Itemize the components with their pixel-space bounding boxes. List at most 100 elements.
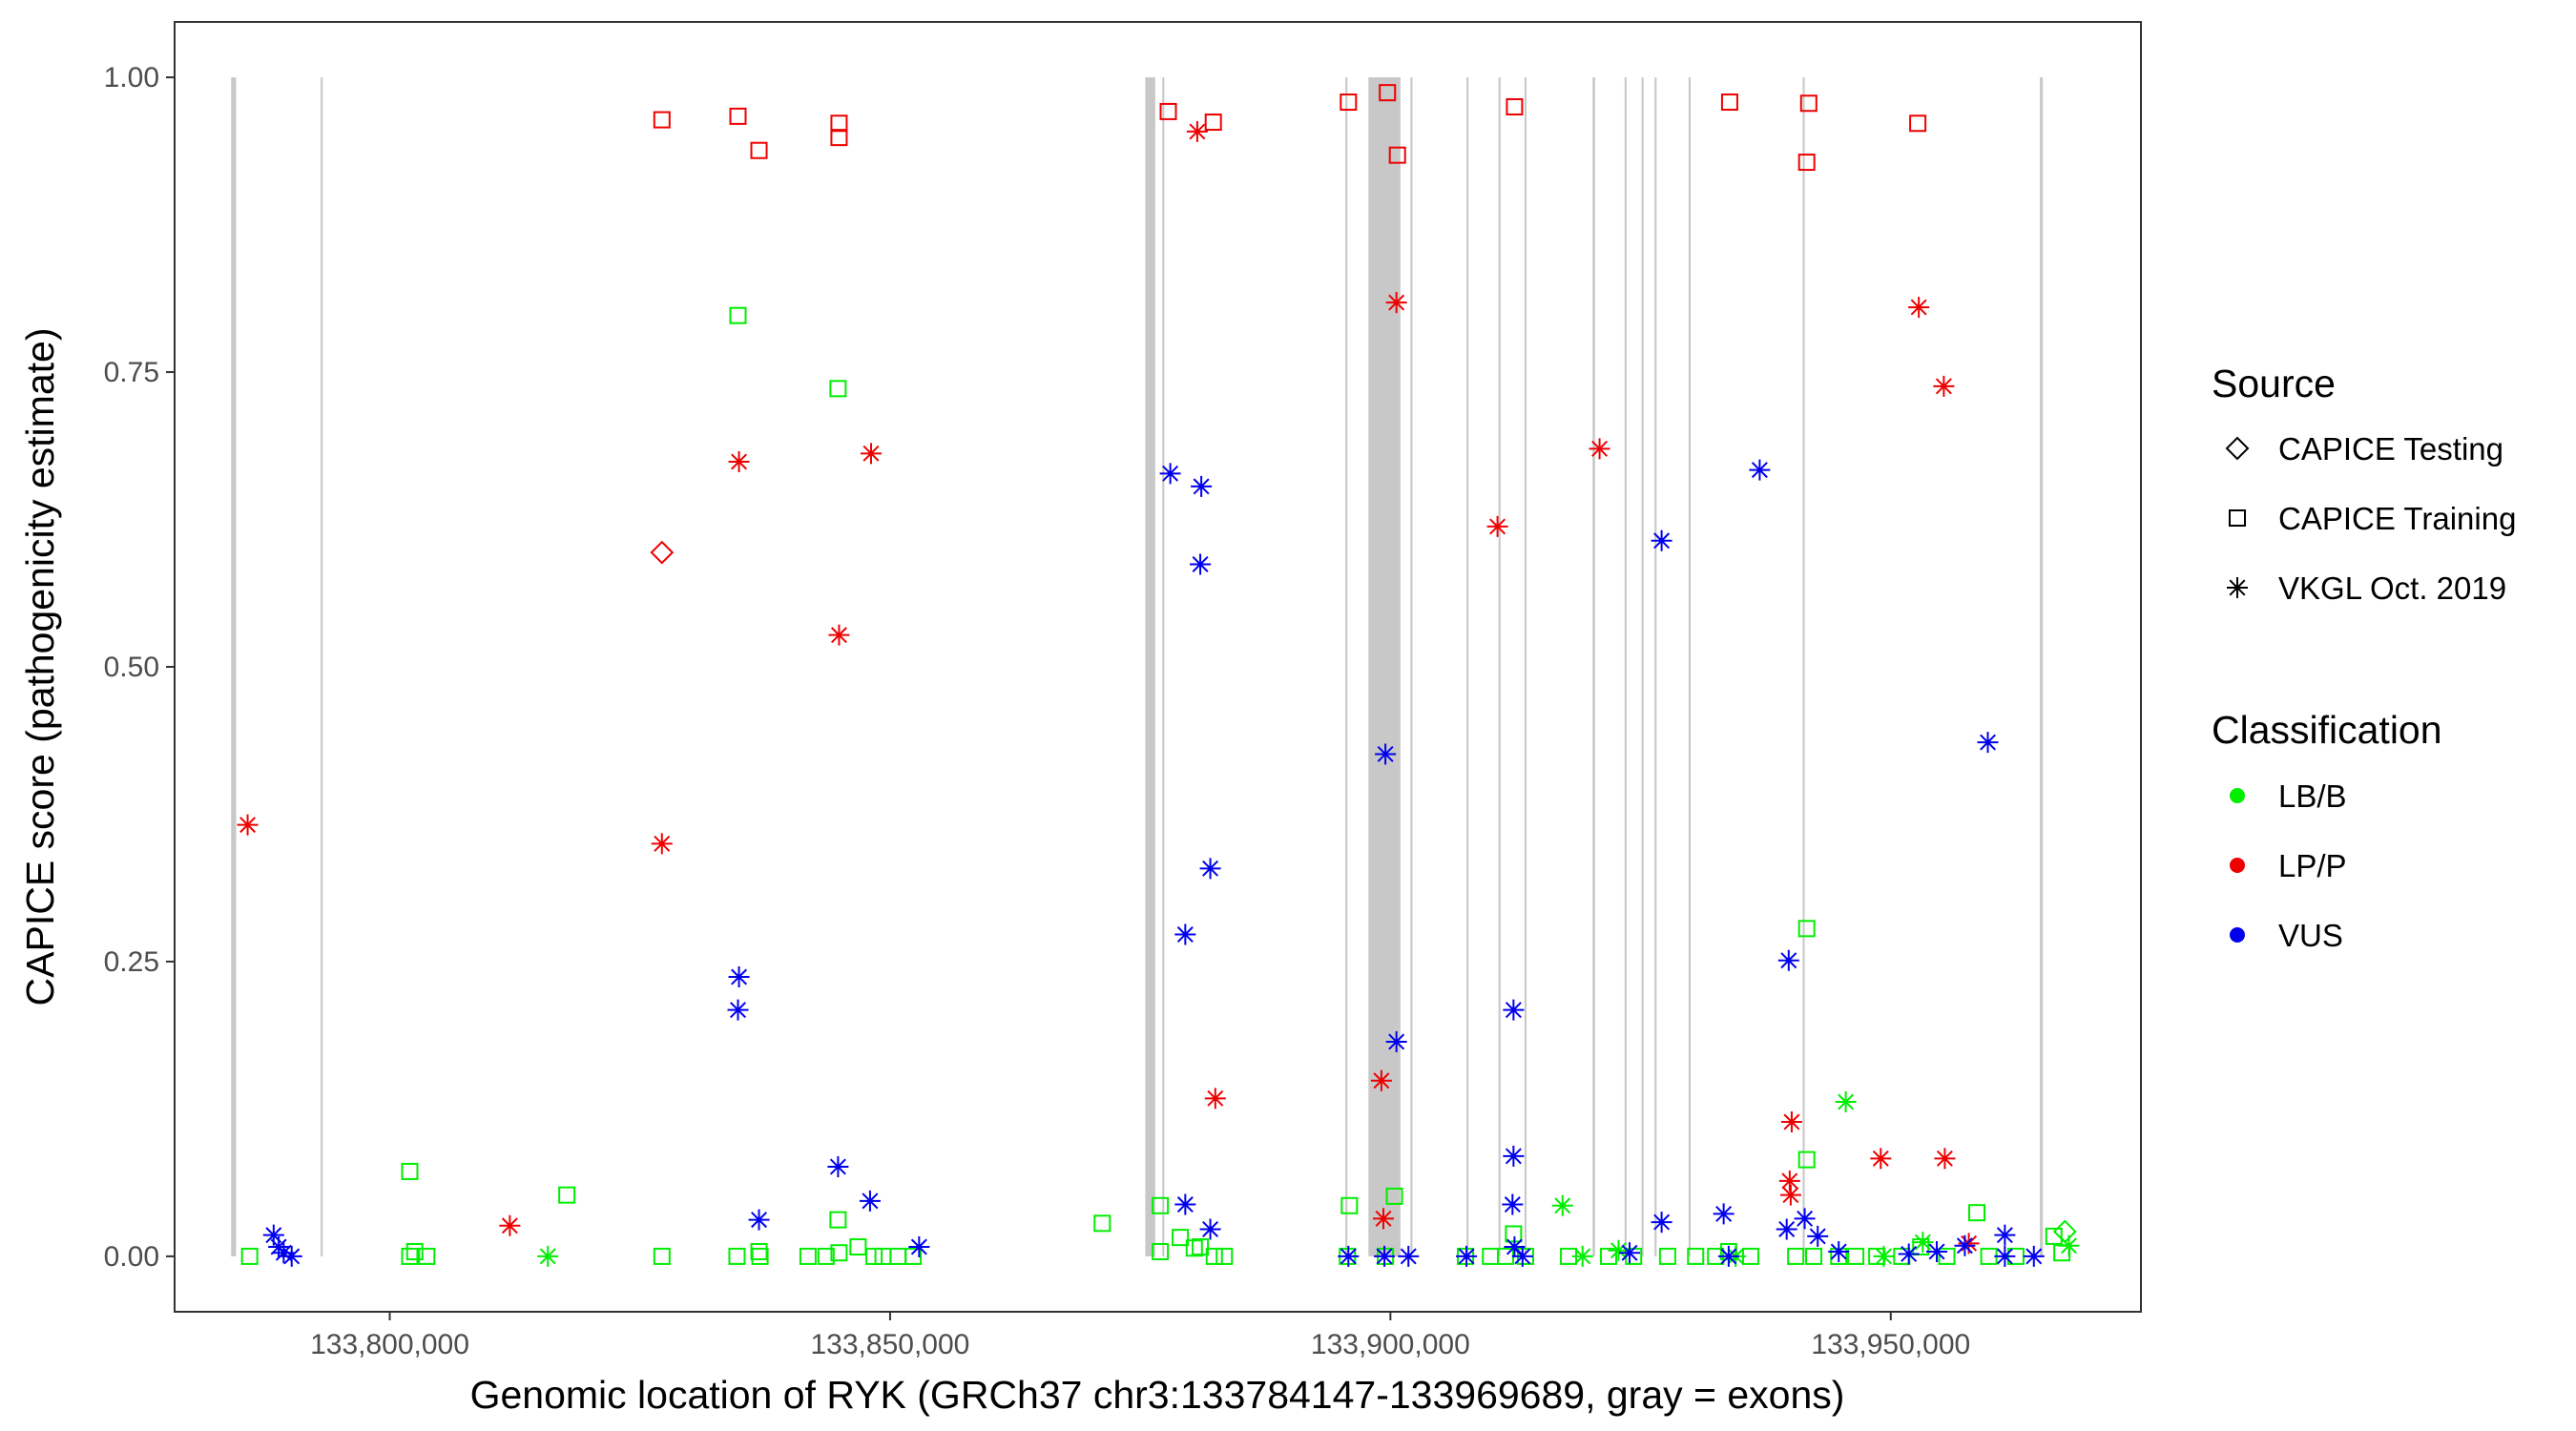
data-point — [1994, 1224, 2016, 1246]
data-point — [1600, 1247, 1618, 1265]
data-point — [728, 966, 750, 988]
data-point — [240, 1247, 259, 1265]
exon-band — [1368, 77, 1401, 1256]
data-point — [728, 450, 750, 472]
data-point — [650, 540, 675, 565]
data-point — [1799, 94, 1818, 113]
data-point — [1797, 154, 1816, 172]
exon-band — [1466, 77, 1469, 1256]
data-point — [653, 111, 671, 129]
data-point — [1191, 475, 1213, 497]
data-point — [1186, 120, 1208, 142]
exon-band — [1345, 77, 1348, 1256]
data-point — [1511, 1245, 1533, 1267]
data-point — [1571, 1245, 1593, 1267]
data-point — [1204, 114, 1222, 132]
data-point — [1192, 1238, 1210, 1256]
data-point — [1159, 463, 1181, 485]
data-point — [830, 1244, 848, 1262]
data-point — [558, 1186, 576, 1204]
data-point — [727, 999, 749, 1021]
data-point — [728, 1247, 746, 1265]
data-point — [1502, 1193, 1524, 1215]
data-point — [729, 306, 747, 324]
data-point — [1205, 1247, 1223, 1265]
legend-class-label: VUS — [2278, 918, 2343, 953]
data-point — [1958, 1233, 1980, 1255]
data-point — [1505, 1225, 1523, 1243]
data-point — [2052, 1219, 2077, 1244]
legend-square-key — [2229, 509, 2246, 527]
legend-classification-title: Classification — [2212, 708, 2442, 752]
data-point — [1204, 1088, 1226, 1110]
data-point — [827, 1155, 849, 1177]
exon-band — [1802, 77, 1805, 1256]
data-point — [1340, 1196, 1359, 1214]
data-point — [1174, 923, 1196, 945]
y-axis: 0.00 0.25 0.50 0.75 1.00 — [104, 62, 175, 1273]
data-point — [1797, 920, 1816, 938]
data-point — [1215, 1247, 1234, 1265]
data-point — [1152, 1196, 1170, 1214]
data-point — [1797, 1151, 1816, 1169]
data-point — [1933, 375, 1955, 397]
data-point — [859, 1190, 881, 1212]
data-point — [2058, 1234, 2080, 1256]
data-point — [1967, 1204, 1985, 1222]
data-point — [1619, 1242, 1641, 1264]
data-point — [1388, 146, 1406, 164]
legend: Source Classification CAPICE Testing CAPI… — [2212, 362, 2516, 953]
data-point — [799, 1247, 817, 1265]
data-point — [1977, 732, 1999, 754]
data-point — [1503, 999, 1525, 1021]
legend-source-label: CAPICE Testing — [2278, 431, 2503, 467]
data-point — [1504, 1236, 1526, 1258]
data-point — [829, 380, 847, 398]
legend-source-title: Source — [2212, 362, 2336, 405]
data-point — [750, 141, 768, 159]
legend-class-label: LP/P — [2278, 848, 2347, 883]
data-point — [1190, 553, 1212, 575]
x-axis: 133,800,000 133,850,000 133,900,000 133,950… — [310, 1312, 1970, 1360]
x-tick-label: 133,800,000 — [310, 1329, 469, 1360]
data-point — [280, 1245, 302, 1267]
exon-band — [1162, 77, 1165, 1256]
data-point — [1713, 1203, 1735, 1225]
data-point — [1787, 1247, 1805, 1265]
data-point — [1805, 1247, 1823, 1265]
data-point — [1908, 297, 1930, 319]
legend-source-label: CAPICE Training — [2278, 501, 2516, 536]
data-point — [1934, 1148, 1956, 1170]
data-point — [1506, 97, 1524, 115]
data-point — [405, 1242, 424, 1260]
data-point — [1720, 93, 1738, 112]
data-point — [1780, 1111, 1802, 1133]
x-tick-label: 133,850,000 — [811, 1329, 970, 1360]
data-point — [830, 129, 848, 147]
exon-band — [1145, 77, 1155, 1256]
data-point — [651, 833, 673, 855]
data-point — [1898, 1243, 1920, 1265]
y-tick-label: 0.00 — [104, 1241, 159, 1273]
exon-band — [1654, 77, 1657, 1256]
data-point — [1551, 1194, 1573, 1216]
data-point — [1398, 1245, 1420, 1267]
data-point — [1926, 1240, 1948, 1262]
x-tick-label: 133,950,000 — [1811, 1329, 1970, 1360]
data-point — [1873, 1245, 1895, 1267]
data-point — [2023, 1245, 2045, 1267]
legend-diamond-key — [2225, 436, 2250, 461]
y-tick-label: 0.75 — [104, 357, 159, 388]
data-point — [904, 1247, 923, 1265]
data-point — [1779, 1184, 1801, 1206]
exon-band — [1688, 77, 1692, 1256]
data-point — [1374, 1245, 1396, 1267]
data-point — [1847, 1247, 1865, 1265]
data-point — [273, 1242, 295, 1264]
data-point — [401, 1162, 419, 1180]
exon-band — [1498, 77, 1501, 1256]
data-point — [829, 1211, 847, 1229]
data-point — [1199, 858, 1221, 880]
data-point — [1828, 1240, 1850, 1262]
